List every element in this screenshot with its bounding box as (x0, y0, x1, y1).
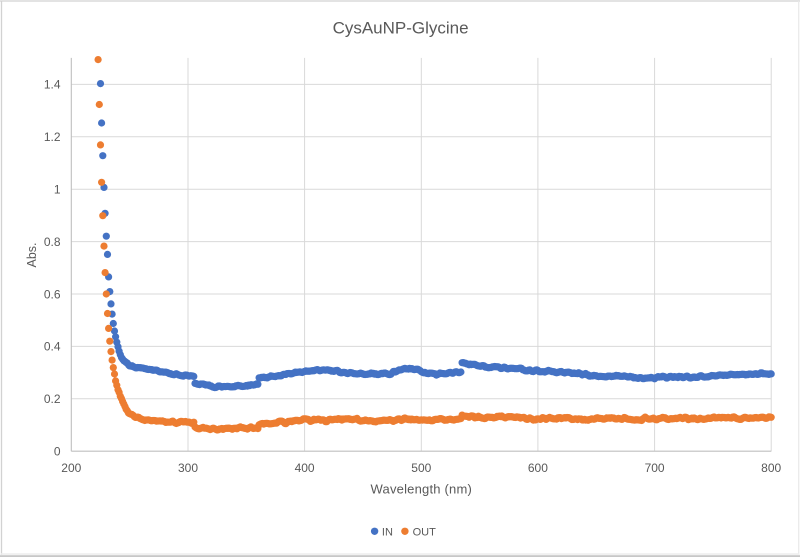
svg-text:0.8: 0.8 (44, 235, 61, 249)
svg-text:0: 0 (54, 445, 61, 459)
svg-text:1.2: 1.2 (44, 130, 61, 144)
svg-text:0.4: 0.4 (44, 340, 61, 354)
svg-text:700: 700 (645, 461, 665, 475)
svg-text:CysAuNP-Glycine: CysAuNP-Glycine (333, 19, 469, 38)
svg-text:0.2: 0.2 (44, 392, 61, 406)
svg-text:1: 1 (54, 183, 61, 197)
svg-text:800: 800 (761, 461, 781, 475)
svg-text:200: 200 (61, 461, 81, 475)
svg-text:IN: IN (382, 526, 393, 538)
svg-text:Wavelength (nm): Wavelength (nm) (371, 482, 473, 497)
svg-text:500: 500 (411, 461, 431, 475)
svg-text:0.6: 0.6 (44, 287, 61, 301)
svg-text:400: 400 (295, 461, 315, 475)
svg-text:600: 600 (528, 461, 548, 475)
svg-text:1.4: 1.4 (44, 78, 61, 92)
svg-text:OUT: OUT (413, 526, 437, 538)
svg-text:300: 300 (178, 461, 198, 475)
svg-text:Abs.: Abs. (25, 242, 39, 267)
